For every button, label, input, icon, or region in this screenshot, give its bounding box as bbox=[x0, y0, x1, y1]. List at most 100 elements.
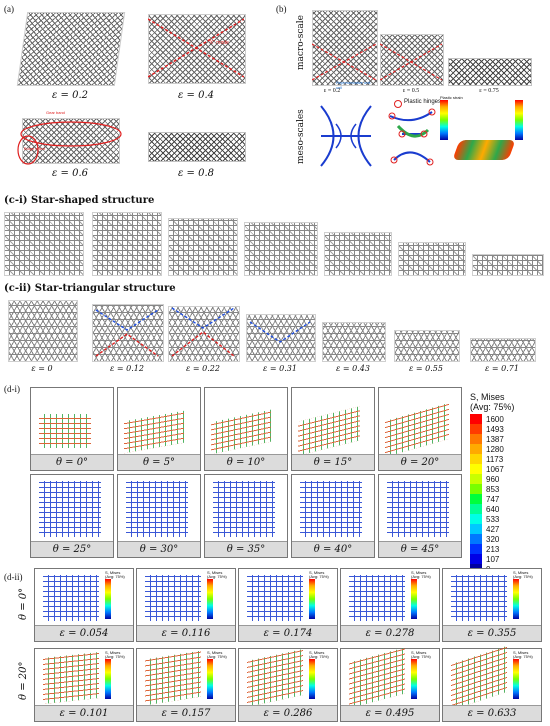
mini-legend-subtitle: (Avg: 75%) bbox=[105, 574, 125, 579]
lattice-frame bbox=[394, 330, 460, 362]
legend-value: 747 bbox=[486, 494, 500, 504]
legend-swatch bbox=[470, 514, 482, 524]
lattice-image bbox=[448, 58, 532, 86]
mesh-image bbox=[43, 575, 99, 621]
strain-label: ε = 0.43 bbox=[336, 364, 370, 373]
row-label-theta-0: θ = 0° bbox=[18, 587, 29, 620]
panel-dii-label: (d-ii) bbox=[4, 572, 23, 582]
mini-legend-title: S, Mises bbox=[411, 570, 427, 575]
legend-title-1: S, Mises bbox=[470, 392, 505, 402]
legend-title-2: (Avg: 75%) bbox=[470, 402, 515, 412]
lattice-frame bbox=[4, 212, 84, 276]
mesh-image bbox=[387, 481, 449, 537]
strain-label: ε = 0.55 bbox=[409, 364, 443, 373]
mini-mises-legend bbox=[309, 579, 315, 619]
legend-swatch bbox=[470, 554, 482, 564]
angle-label: θ = 20° bbox=[379, 454, 461, 470]
shear-band-overlay bbox=[312, 43, 376, 81]
mini-legend-subtitle: (Avg: 75%) bbox=[513, 654, 533, 659]
shear-band-overlay bbox=[249, 321, 311, 343]
mini-legend-subtitle: (Avg: 75%) bbox=[411, 654, 431, 659]
legend-row: 747 bbox=[470, 494, 548, 504]
panel-cii-title: (c-ii) Star-triangular structure bbox=[4, 283, 176, 294]
mesh-image bbox=[145, 650, 201, 706]
unit-cell-annotation: Representative unit cell bbox=[336, 80, 371, 90]
mini-mises-legend bbox=[207, 579, 213, 619]
mini-mises-legend bbox=[513, 659, 519, 699]
mini-legend-title: S, Mises bbox=[207, 650, 223, 655]
strain-label: ε = 0.2 bbox=[323, 88, 341, 94]
mini-legend-subtitle: (Avg: 75%) bbox=[411, 574, 431, 579]
strain-label: ε = 0.054 bbox=[35, 625, 133, 641]
mesh-image bbox=[43, 652, 99, 704]
x-mode-overlay bbox=[148, 18, 244, 78]
legend-row: 1493 bbox=[470, 424, 548, 434]
mini-legend-title: S, Mises bbox=[105, 570, 121, 575]
angle-label: θ = 15° bbox=[292, 454, 374, 470]
legend-value: 1280 bbox=[486, 444, 504, 454]
legend-value: 853 bbox=[486, 484, 500, 494]
legend-row: 213 bbox=[470, 544, 548, 554]
legend-value: 1600 bbox=[486, 414, 504, 424]
legend-row: 427 bbox=[470, 524, 548, 534]
fea-frame: S, Mises (Avg: 75%) ε = 0.116 bbox=[136, 568, 236, 642]
legend-scale: 1600 1493 1387 1280 1173 1067 960 853 747 640 533 4… bbox=[470, 414, 548, 574]
strain-label: ε = 0.2 bbox=[51, 90, 88, 101]
strain-label: ε = 0.6 bbox=[51, 168, 88, 179]
strain-label: ε = 0.633 bbox=[443, 705, 541, 721]
lattice-frame bbox=[246, 314, 316, 362]
mesh-image bbox=[385, 402, 449, 458]
legend-swatch bbox=[470, 484, 482, 494]
strain-label: ε = 0.22 bbox=[186, 364, 220, 373]
fea-frame: θ = 45° bbox=[378, 474, 462, 558]
meso-scale-label: meso-scales bbox=[296, 109, 306, 164]
mesh-image bbox=[298, 406, 360, 456]
mesh-image bbox=[300, 481, 362, 537]
mini-legend-subtitle: (Avg: 75%) bbox=[105, 654, 125, 659]
panel-di-label: (d-i) bbox=[4, 384, 20, 394]
mini-plastic-legend-1 bbox=[440, 100, 448, 140]
fea-frame: S, Mises (Avg: 75%) ε = 0.355 bbox=[442, 568, 542, 642]
panel-a-label: (a) bbox=[4, 4, 14, 14]
mises-legend: S, Mises (Avg: 75%) 1600 1493 1387 1280 1173… bbox=[470, 392, 548, 574]
legend-value: 427 bbox=[486, 524, 500, 534]
legend-value: 533 bbox=[486, 514, 500, 524]
legend-swatch bbox=[470, 444, 482, 454]
legend-title: Plastic strain bbox=[440, 95, 463, 100]
mini-legend-title: S, Mises bbox=[309, 650, 325, 655]
lattice-frame bbox=[324, 232, 392, 276]
lattice-image bbox=[312, 10, 378, 86]
panel-ci-title: (c-i) Star-shaped structure bbox=[4, 195, 155, 206]
macro-scale-label: macro-scale bbox=[296, 15, 306, 70]
strain-label: ε = 0.5 bbox=[402, 88, 420, 94]
legend-swatch bbox=[470, 464, 482, 474]
mesh-image bbox=[451, 645, 507, 711]
legend-value: 213 bbox=[486, 544, 500, 554]
legend-row: 1067 bbox=[470, 464, 548, 474]
strain-label: ε = 0 bbox=[31, 364, 53, 373]
angle-label: θ = 5° bbox=[118, 454, 200, 470]
mesh-image bbox=[39, 481, 101, 537]
mesh-image bbox=[349, 575, 405, 621]
gear-band-overlay bbox=[17, 121, 122, 165]
plastic-hinge-diagram bbox=[388, 108, 436, 166]
mini-legend-subtitle: (Avg: 75%) bbox=[309, 574, 329, 579]
fea-frame: θ = 25° bbox=[30, 474, 114, 558]
mini-legend-title: S, Mises bbox=[513, 650, 529, 655]
angle-label: θ = 40° bbox=[292, 541, 374, 557]
mini-legend-title: S, Mises bbox=[411, 650, 427, 655]
angle-label: θ = 0° bbox=[31, 454, 113, 470]
mini-legend-subtitle: (Avg: 75%) bbox=[309, 654, 329, 659]
strain-label: ε = 0.355 bbox=[443, 625, 541, 641]
mini-legend-subtitle: (Avg: 75%) bbox=[207, 654, 227, 659]
mini-legend-title: S, Mises bbox=[207, 570, 223, 575]
legend-value: 1493 bbox=[486, 424, 504, 434]
legend-swatch bbox=[470, 424, 482, 434]
mesh-image bbox=[39, 414, 91, 448]
row-label-theta-20: θ = 20° bbox=[18, 661, 29, 700]
strain-label: ε = 0.31 bbox=[263, 364, 297, 373]
fea-frame: θ = 40° bbox=[291, 474, 375, 558]
mini-legend-title: S, Mises bbox=[105, 650, 121, 655]
plastic-hinges-label: Plastic hinges bbox=[404, 99, 442, 105]
mini-legend-subtitle: (Avg: 75%) bbox=[207, 574, 227, 579]
